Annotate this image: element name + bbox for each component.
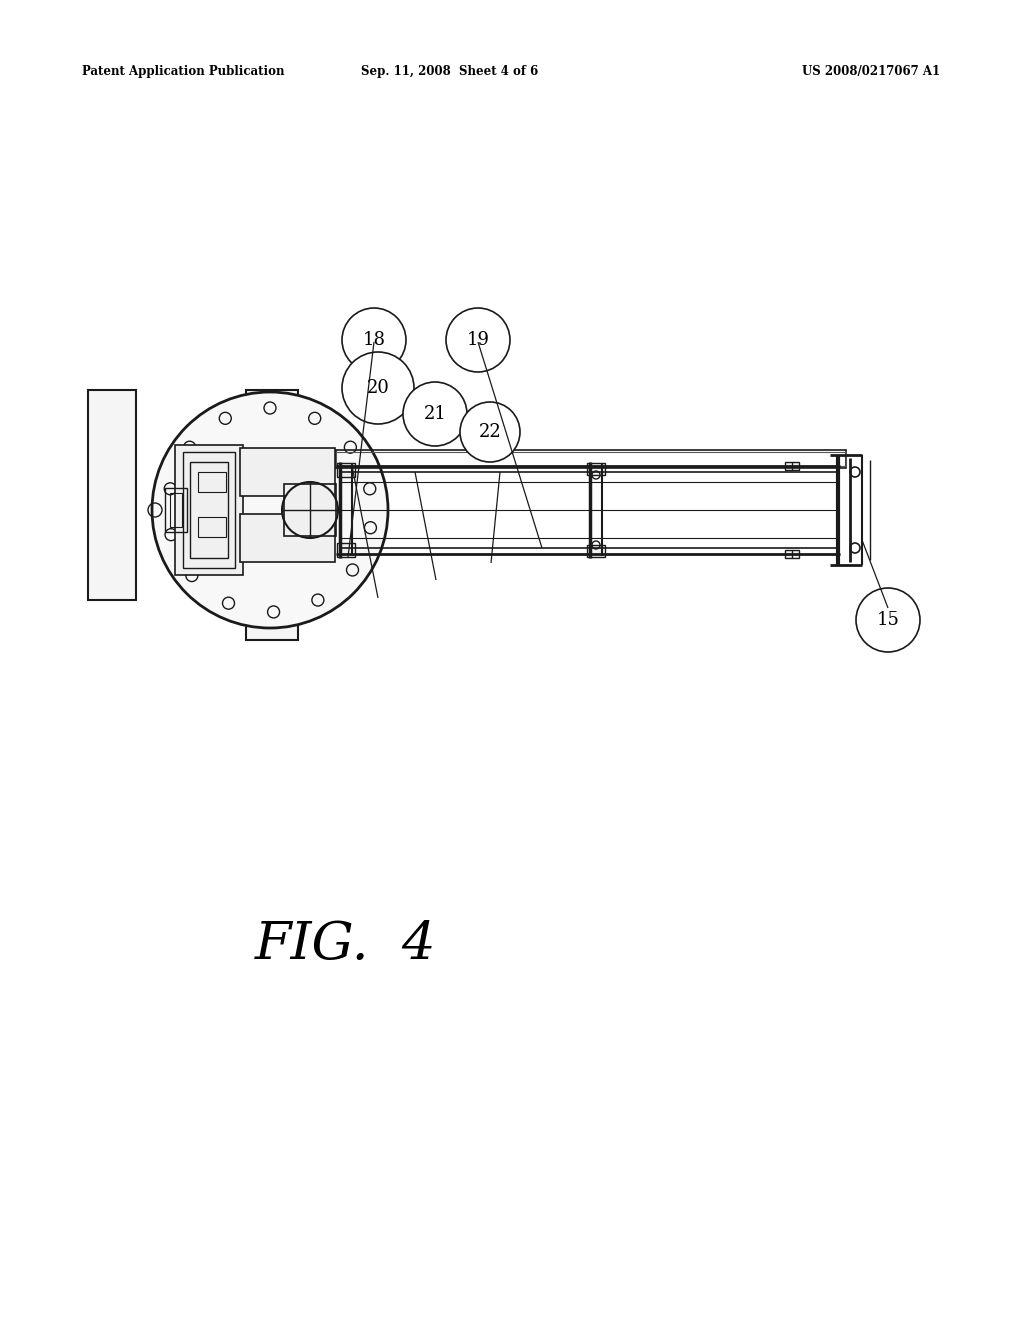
Circle shape (856, 587, 920, 652)
Text: US 2008/0217067 A1: US 2008/0217067 A1 (802, 66, 940, 78)
Bar (336, 451, 846, 466)
Circle shape (364, 483, 376, 495)
Bar (240, 513, 335, 562)
Circle shape (186, 569, 198, 582)
Bar (336, 450, 846, 469)
Text: FIG.  4: FIG. 4 (255, 920, 436, 970)
Circle shape (282, 482, 338, 539)
Circle shape (264, 403, 276, 414)
Circle shape (219, 412, 231, 424)
Bar (785, 550, 799, 558)
Circle shape (346, 564, 358, 576)
Circle shape (342, 352, 414, 424)
Text: 22: 22 (478, 422, 502, 441)
Bar (190, 462, 228, 558)
Circle shape (403, 381, 467, 446)
Circle shape (222, 597, 234, 610)
Bar (88, 389, 136, 601)
Text: Patent Application Publication: Patent Application Publication (82, 66, 285, 78)
Text: 20: 20 (367, 379, 389, 397)
Text: Sep. 11, 2008  Sheet 4 of 6: Sep. 11, 2008 Sheet 4 of 6 (361, 66, 539, 78)
Circle shape (165, 529, 177, 541)
Bar (785, 462, 799, 470)
Circle shape (152, 392, 388, 628)
Text: 21: 21 (424, 405, 446, 422)
Bar (587, 545, 605, 557)
Bar (165, 488, 187, 532)
Circle shape (365, 521, 377, 533)
Text: 19: 19 (467, 331, 489, 348)
Circle shape (308, 412, 321, 424)
Bar (175, 445, 243, 576)
Bar (337, 463, 355, 477)
Bar (170, 492, 182, 527)
Bar (337, 543, 355, 557)
Bar (240, 447, 335, 496)
Bar (284, 484, 336, 536)
Bar (183, 451, 234, 568)
Circle shape (460, 403, 520, 462)
Bar (246, 554, 298, 640)
Text: 18: 18 (362, 331, 385, 348)
Circle shape (267, 606, 280, 618)
Bar (587, 463, 605, 475)
Circle shape (164, 483, 176, 495)
Bar (246, 389, 298, 475)
Circle shape (342, 308, 406, 372)
Circle shape (183, 441, 196, 453)
Text: 15: 15 (877, 611, 899, 630)
Bar (198, 517, 226, 537)
Circle shape (446, 308, 510, 372)
Bar (198, 473, 226, 492)
Circle shape (344, 441, 356, 453)
Circle shape (312, 594, 324, 606)
